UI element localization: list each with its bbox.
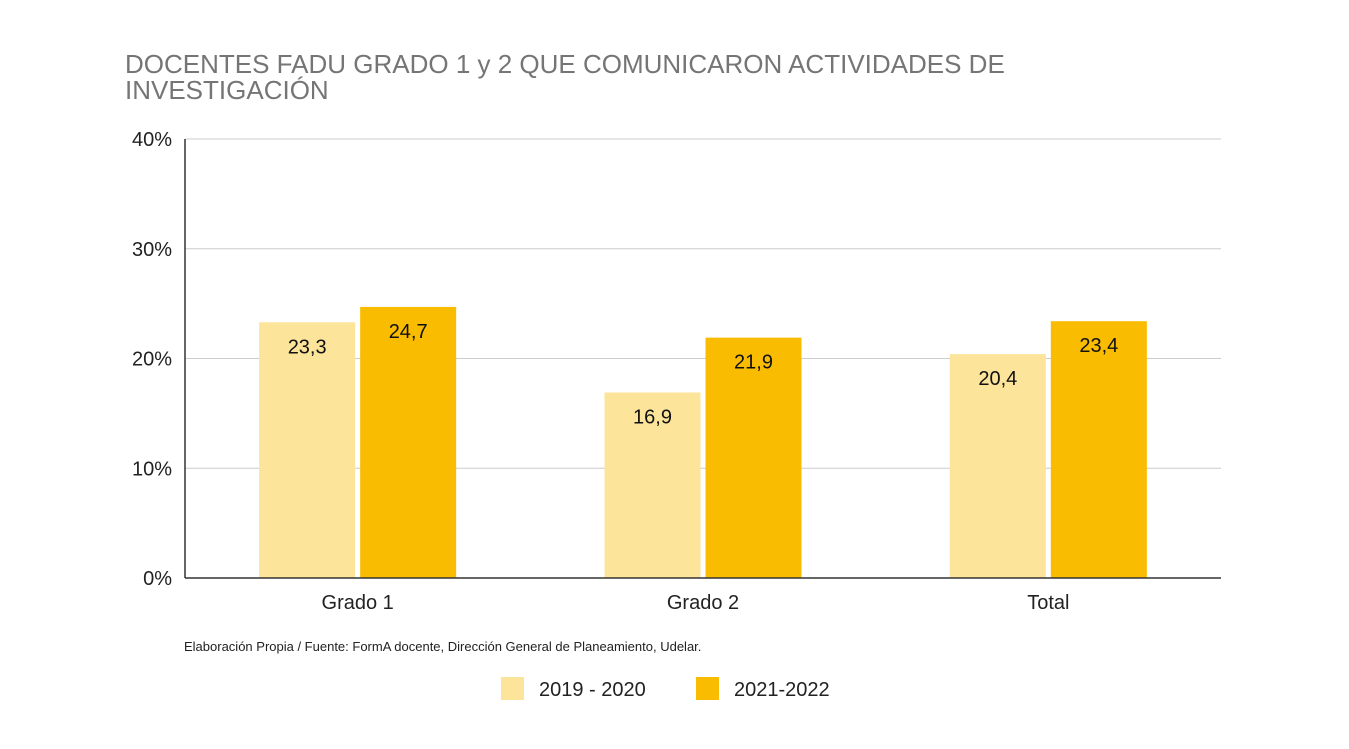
bar-series-1[interactable]	[259, 322, 356, 578]
gridlines	[185, 138, 1221, 469]
y-tick-label: 30%	[132, 239, 172, 261]
chart-title-line-1: DOCENTES FADU GRADO 1 y 2 QUE COMUNICARO…	[125, 49, 1005, 79]
data-label: 23,4	[1079, 335, 1118, 357]
data-label: 23,3	[288, 336, 327, 358]
legend[interactable]: 2019 - 2020 2021-2022	[501, 677, 830, 701]
data-label: 21,9	[734, 352, 773, 374]
legend-item[interactable]: 2021-2022	[696, 677, 830, 701]
y-tick-label: 20%	[132, 349, 172, 371]
axes	[184, 139, 1221, 579]
y-tick-label: 0%	[143, 568, 172, 590]
legend-label: 2019 - 2020	[539, 679, 646, 701]
bar-series-2[interactable]	[705, 337, 802, 578]
bar-series-1[interactable]	[949, 354, 1046, 578]
category-label: Total	[1027, 592, 1069, 614]
data-label: 16,9	[633, 407, 672, 429]
bars	[259, 306, 1147, 578]
y-axis-tick-labels: 0% 10% 20% 30% 40%	[132, 129, 172, 590]
chart-title: DOCENTES FADU GRADO 1 y 2 QUE COMUNICARO…	[125, 49, 1005, 105]
bar-series-1[interactable]	[604, 392, 701, 578]
data-label: 24,7	[389, 321, 428, 343]
legend-swatch	[696, 677, 719, 700]
x-axis-category-labels: Grado 1 Grado 2 Total	[322, 592, 1070, 614]
legend-swatch	[501, 677, 524, 700]
category-label: Grado 1	[322, 592, 394, 614]
y-tick-label: 10%	[132, 458, 172, 480]
bar-series-2[interactable]	[1050, 321, 1147, 578]
bar-series-2[interactable]	[360, 306, 457, 578]
y-tick-label: 40%	[132, 129, 172, 151]
data-label: 20,4	[978, 368, 1017, 390]
legend-item[interactable]: 2019 - 2020	[501, 677, 646, 701]
data-labels: 23,3 24,7 16,9 21,9 20,4 23,4	[288, 321, 1119, 429]
category-label: Grado 2	[667, 592, 739, 614]
chart-title-line-2: INVESTIGACIÓN	[125, 75, 329, 105]
legend-label: 2021-2022	[734, 679, 830, 701]
source-note: Elaboración Propia / Fuente: FormA docen…	[184, 639, 701, 654]
